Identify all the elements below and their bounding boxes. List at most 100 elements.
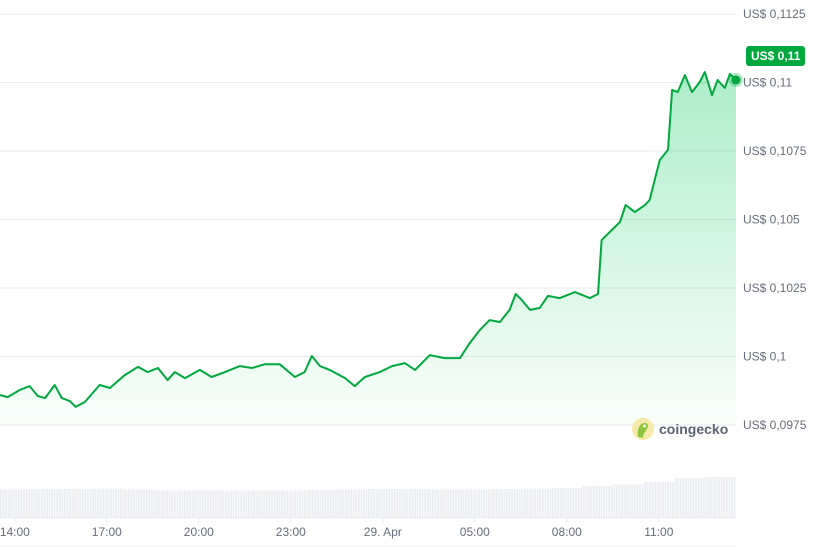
x-tick-label: 08:00 <box>552 525 582 539</box>
volume-bar <box>58 489 61 517</box>
volume-bar <box>201 490 204 517</box>
volume-bar <box>513 489 516 517</box>
volume-bar <box>498 489 501 517</box>
volume-bar <box>339 489 342 517</box>
volume-bar <box>38 489 41 517</box>
volume-bar <box>76 489 79 517</box>
volume-bar <box>388 489 391 517</box>
volume-bar <box>557 488 560 517</box>
x-tick-label: 14:00 <box>0 525 30 539</box>
volume-bar <box>81 489 84 517</box>
volume-bar <box>352 489 355 517</box>
volume-bar <box>506 489 508 517</box>
volume-bar <box>15 489 18 517</box>
volume-bar <box>529 488 531 517</box>
volume-bar <box>84 489 87 517</box>
volume-bar <box>301 490 304 517</box>
volume-bar <box>477 489 480 517</box>
volume-bar <box>623 484 626 517</box>
volume-bar <box>258 490 261 517</box>
y-tick-label: US$ 0,105 <box>743 213 800 227</box>
volume-bar <box>311 490 314 517</box>
volume-bar <box>480 489 483 517</box>
volume-bar <box>644 482 646 517</box>
volume-bar <box>715 477 718 517</box>
volume-bar <box>270 490 273 517</box>
volume-bar <box>109 488 112 517</box>
volume-bar <box>521 488 524 517</box>
volume-bar <box>296 490 299 517</box>
volume-bar <box>7 489 10 517</box>
volume-bar <box>28 489 31 517</box>
volume-bar <box>158 490 161 517</box>
volume-bar <box>592 486 595 517</box>
volume-bar <box>403 489 406 517</box>
volume-bar <box>414 489 416 517</box>
volume-bar <box>649 482 652 517</box>
volume-bar <box>120 488 123 517</box>
volume-bar <box>278 490 281 517</box>
volume-bar <box>475 489 478 517</box>
volume-bar <box>288 490 291 517</box>
volume-bar <box>281 490 284 517</box>
volume-bar <box>500 489 503 517</box>
volume-bar <box>705 477 708 517</box>
volume-bar <box>493 489 496 517</box>
volume-bar <box>651 482 654 517</box>
volume-bar <box>43 489 46 517</box>
current-price-marker[interactable] <box>731 75 741 85</box>
volume-bar <box>260 490 263 517</box>
y-tick-label: US$ 0,1025 <box>743 281 807 295</box>
volume-bar <box>12 489 15 517</box>
volume-bar <box>184 490 186 517</box>
y-tick-label: US$ 0,0975 <box>743 418 807 432</box>
current-price-badge: US$ 0,11 <box>746 46 806 66</box>
volume-bar <box>304 490 307 517</box>
volume-bar <box>319 490 322 517</box>
volume-bar <box>646 482 649 517</box>
volume-bar <box>608 486 611 517</box>
y-tick-label: US$ 0,1 <box>743 350 787 364</box>
volume-bar <box>610 486 613 517</box>
volume-bar <box>329 490 332 517</box>
volume-bar <box>585 486 588 517</box>
volume-bar <box>166 490 169 517</box>
volume-bar <box>122 489 125 517</box>
volume-bar <box>564 488 567 517</box>
volume-bar <box>314 490 317 517</box>
volume-bar <box>600 486 603 517</box>
volume-bar <box>406 489 409 517</box>
volume-bar <box>140 489 143 517</box>
volume-bar <box>199 490 202 517</box>
volume-bar <box>250 490 253 517</box>
volume-bar <box>51 489 54 517</box>
volume-bar <box>485 489 488 517</box>
volume-bar <box>442 489 445 517</box>
volume-bar <box>416 489 419 517</box>
volume-bar <box>541 488 544 517</box>
volume-bar <box>661 482 664 517</box>
volume-bar <box>63 489 66 517</box>
volume-bar <box>549 488 552 517</box>
volume-bar <box>587 486 590 517</box>
volume-bar <box>10 489 13 517</box>
volume-bar <box>291 490 294 517</box>
x-tick-label: 20:00 <box>184 525 214 539</box>
volume-bar <box>33 489 36 517</box>
volume-bar <box>398 489 401 517</box>
volume-bar <box>672 482 675 517</box>
volume-bar <box>572 488 575 517</box>
volume-bar <box>2 489 5 517</box>
volume-bar <box>207 490 209 517</box>
volume-bar <box>265 490 268 517</box>
volume-bar <box>25 489 28 517</box>
volume-bar <box>483 489 485 517</box>
volume-bar <box>569 488 572 517</box>
volume-bar <box>255 490 258 517</box>
volume-bar <box>554 488 557 517</box>
volume-bar <box>598 486 600 517</box>
volume-bar <box>237 490 240 517</box>
volume-bar <box>283 490 286 517</box>
volume-bar <box>707 477 710 517</box>
